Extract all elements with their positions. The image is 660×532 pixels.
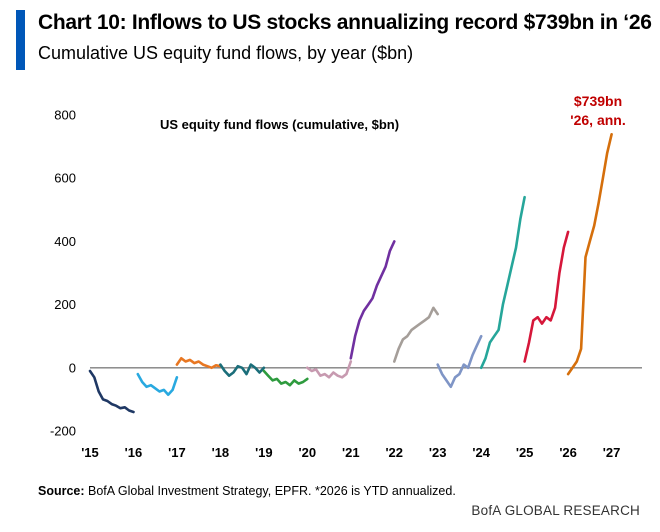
y-tick-label: 800 xyxy=(54,108,76,123)
x-tick-label: '21 xyxy=(342,445,360,460)
series-line-2018 xyxy=(219,363,266,378)
x-tick-label: '19 xyxy=(255,445,273,460)
series-line-2026 xyxy=(566,132,613,376)
x-tick-label: '27 xyxy=(603,445,621,460)
x-tick-label: '25 xyxy=(516,445,534,460)
x-tick-label: '24 xyxy=(472,445,490,460)
y-tick-label: 600 xyxy=(54,171,76,186)
y-tick-label: -200 xyxy=(50,424,76,439)
chart-subtitle: Cumulative US equity fund flows, by year… xyxy=(38,43,414,63)
series-line-2019 xyxy=(262,369,309,387)
series-line-2016 xyxy=(136,372,179,397)
y-tick-label: 0 xyxy=(69,360,76,375)
equity-flows-line-chart: -200 0 200 400 600 800 '15 '16 '17 '18 '19 '20 '21 '2… xyxy=(50,93,642,460)
title-accent-bar xyxy=(16,10,25,70)
inner-chart-title: US equity fund flows (cumulative, $bn) xyxy=(160,117,399,132)
x-tick-label: '20 xyxy=(299,445,317,460)
series-line-2020 xyxy=(305,360,353,379)
x-tick-label: '17 xyxy=(168,445,186,460)
series-line-2024 xyxy=(479,195,526,370)
series-line-2021 xyxy=(349,240,396,360)
source-text: BofA Global Investment Strategy, EPFR. *… xyxy=(84,484,456,498)
source-note: Source: BofA Global Investment Strategy,… xyxy=(38,484,456,498)
y-tick-label: 200 xyxy=(54,297,76,312)
x-tick-label: '23 xyxy=(429,445,447,460)
series-line-2015 xyxy=(88,369,135,414)
brand-footer: BofA GLOBAL RESEARCH xyxy=(471,503,640,518)
series-line-2017 xyxy=(175,356,222,370)
series-line-2025 xyxy=(523,230,570,363)
x-tick-label: '26 xyxy=(559,445,577,460)
annotation-label: '26, ann. xyxy=(570,112,625,128)
x-tick-label: '22 xyxy=(385,445,403,460)
source-label: Source: xyxy=(38,484,85,498)
x-tick-label: '15 xyxy=(81,445,99,460)
series-line-2022 xyxy=(392,306,440,363)
x-tick-label: '16 xyxy=(125,445,143,460)
x-tick-label: '18 xyxy=(212,445,230,460)
chart-title: Chart 10: Inflows to US stocks annualizi… xyxy=(38,11,652,34)
y-tick-label: 400 xyxy=(54,234,76,249)
series-line-2023 xyxy=(436,334,483,389)
annotation-value: $739bn xyxy=(574,93,622,109)
